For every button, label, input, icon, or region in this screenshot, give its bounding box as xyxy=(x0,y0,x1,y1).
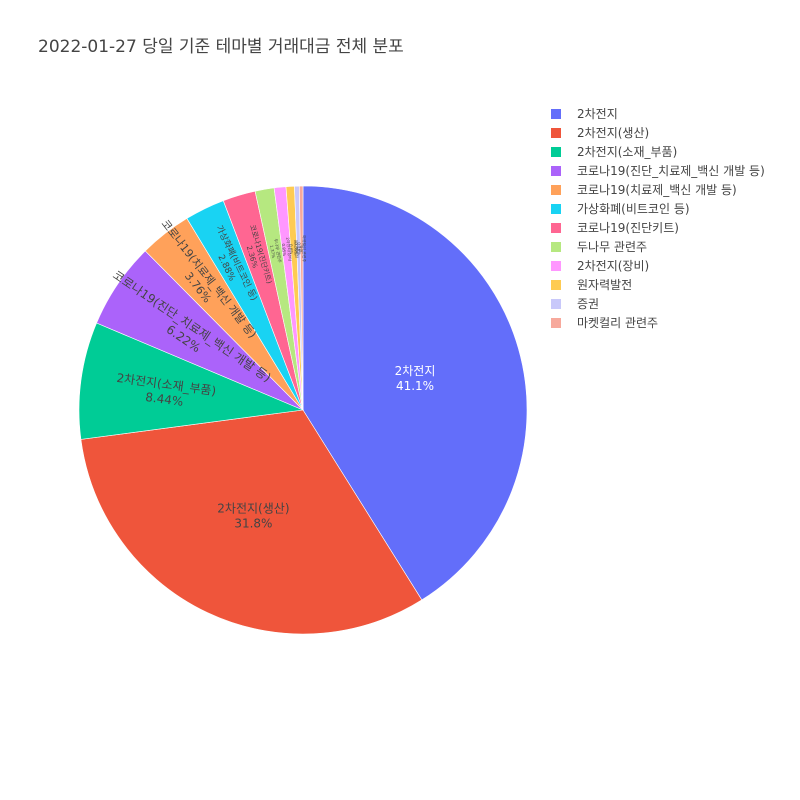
legend-item[interactable]: 코로나19(진단키트) xyxy=(551,218,765,237)
legend-label: 2차전지(생산) xyxy=(577,126,650,140)
legend-label: 코로나19(치료제_백신 개발 등) xyxy=(577,183,737,197)
legend-item[interactable]: 2차전지(생산) xyxy=(551,123,765,142)
chart-title: 2022-01-27 당일 기준 테마별 거래대금 전체 분포 xyxy=(38,37,404,57)
legend-item[interactable]: 2차전지(장비) xyxy=(551,256,765,275)
legend-swatch xyxy=(551,317,561,328)
legend-label: 코로나19(진단_치료제_백신 개발 등) xyxy=(577,164,765,178)
pie-slice-11[interactable] xyxy=(299,185,304,411)
legend-item[interactable]: 2차전지 xyxy=(551,104,765,123)
slice-label-1: 2차전지(생산) 31.8% xyxy=(217,501,289,530)
slice-label-0: 2차전지 41.1% xyxy=(395,364,436,393)
legend-label: 증권 xyxy=(577,297,600,311)
pie-slice-0[interactable] xyxy=(302,185,528,601)
legend-swatch xyxy=(551,298,561,309)
legend-item[interactable]: 두나무 관련주 xyxy=(551,237,765,256)
legend: 2차전지 2차전지(생산) 2차전지(소재_부품) 코로나19(진단_치료제_백신 개… xyxy=(551,104,765,332)
legend-label: 2차전지 xyxy=(577,107,618,121)
legend-swatch xyxy=(551,184,561,195)
legend-item[interactable]: 증권 xyxy=(551,294,765,313)
slice-label-10: 증권0.35% xyxy=(293,242,304,255)
legend-label: 가상화폐(비트코인 등) xyxy=(577,202,690,216)
slice-label-9: 원자력발전0.6% xyxy=(288,239,300,258)
legend-swatch xyxy=(551,146,561,157)
legend-label: 두나무 관련주 xyxy=(577,240,648,254)
pie-slice-2[interactable] xyxy=(78,322,305,440)
legend-item[interactable]: 가상화폐(비트코인 등) xyxy=(551,199,765,218)
legend-swatch xyxy=(551,222,561,233)
legend-swatch xyxy=(551,203,561,214)
legend-swatch xyxy=(551,108,561,119)
legend-label: 2차전지(소재_부품) xyxy=(577,145,678,159)
slice-label-7: 두나무 관련주1.37% xyxy=(268,238,283,264)
slice-label-11: 마켓컬리 관련주0.26% xyxy=(297,235,308,262)
legend-swatch xyxy=(551,165,561,176)
legend-label: 마켓컬리 관련주 xyxy=(577,316,659,330)
legend-item[interactable]: 2차전지(소재_부품) xyxy=(551,142,765,161)
legend-swatch xyxy=(551,241,561,252)
legend-item[interactable]: 코로나19(진단_치료제_백신 개발 등) xyxy=(551,161,765,180)
legend-item[interactable]: 원자력발전 xyxy=(551,275,765,294)
slice-label-8: 2차전지(장비)0.85% xyxy=(280,237,293,263)
legend-item[interactable]: 코로나19(치료제_백신 개발 등) xyxy=(551,180,765,199)
legend-swatch xyxy=(551,127,561,138)
legend-swatch xyxy=(551,260,561,271)
legend-item[interactable]: 마켓컬리 관련주 xyxy=(551,313,765,332)
legend-label: 원자력발전 xyxy=(577,278,633,292)
legend-swatch xyxy=(551,279,561,290)
legend-label: 코로나19(진단키트) xyxy=(577,221,679,235)
pie-slice-1[interactable] xyxy=(80,409,423,635)
legend-label: 2차전지(장비) xyxy=(577,259,650,273)
